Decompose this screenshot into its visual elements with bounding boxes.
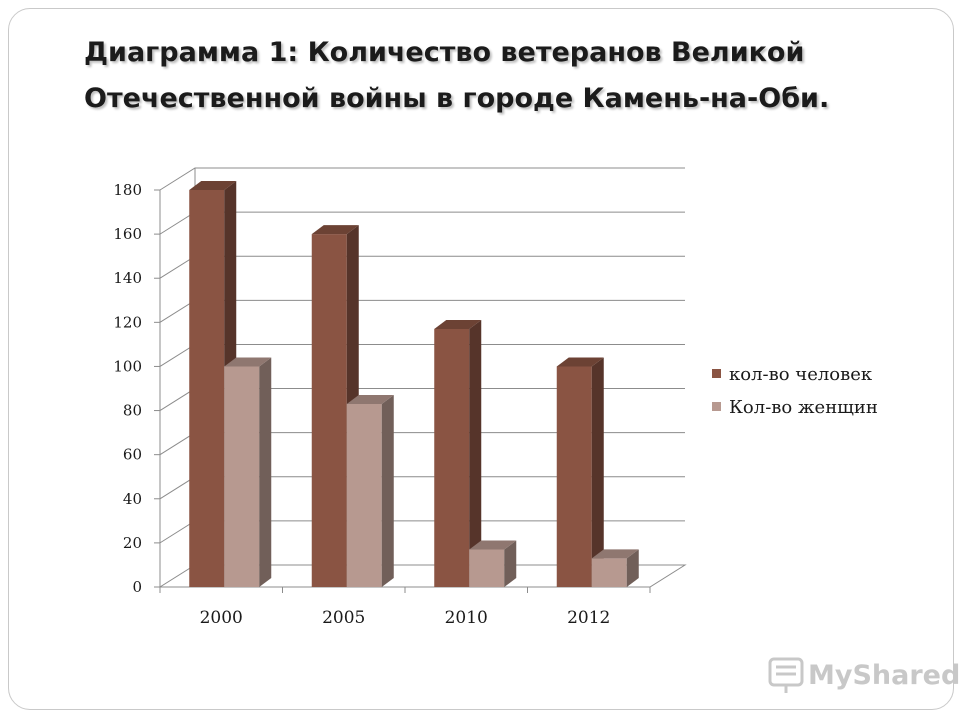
watermark-text: MyShared xyxy=(808,660,960,691)
bar xyxy=(556,357,604,587)
legend-swatch xyxy=(712,369,721,378)
bar-top xyxy=(556,357,604,367)
bar-side xyxy=(591,357,604,587)
bar-front xyxy=(591,558,627,587)
gridline xyxy=(159,299,685,323)
chart-legend: кол-во человек Кол-во женщин xyxy=(712,364,878,418)
watermark: MyShared xyxy=(768,657,960,693)
bar-side xyxy=(259,357,272,587)
bar-top xyxy=(469,540,517,550)
bar-side xyxy=(469,319,482,587)
chart-title: Диаграмма 1: Количество ветеранов Велико… xyxy=(84,30,904,122)
bar xyxy=(434,319,482,587)
bar-side xyxy=(626,549,639,587)
watermark-icon xyxy=(768,657,804,693)
bar-front xyxy=(311,234,347,587)
bar-top xyxy=(591,549,639,559)
y-tick-label: 20 xyxy=(123,534,142,552)
y-tick-label: 100 xyxy=(113,357,142,375)
x-tick-label: 2005 xyxy=(322,608,365,628)
legend-label: Кол-во женщин xyxy=(729,397,878,418)
title-line-1: Диаграмма 1: Количество ветеранов Велико… xyxy=(84,37,805,68)
bar-front xyxy=(556,366,592,587)
gridline xyxy=(159,211,685,235)
bar xyxy=(224,357,272,587)
y-tick-label: 160 xyxy=(113,225,142,243)
y-tick-label: 60 xyxy=(123,446,142,464)
bar-front xyxy=(434,328,470,587)
title-line-2: Отечественной войны в городе Камень-на-О… xyxy=(84,83,830,114)
bar-top xyxy=(189,181,237,190)
chart-axes: 0 20 40 60 80 100 120 140 160 180 2000 2005 2010 2012 xyxy=(113,181,651,628)
legend-swatch xyxy=(712,402,721,411)
bar-front xyxy=(469,549,505,587)
bar xyxy=(469,540,517,587)
bar-front xyxy=(346,403,382,587)
chart-bars xyxy=(189,181,639,587)
x-tick-label: 2012 xyxy=(567,608,610,628)
bar-front xyxy=(224,366,260,587)
y-tick-label: 80 xyxy=(123,402,142,420)
bar-top xyxy=(311,225,359,235)
y-tick-label: 140 xyxy=(113,269,142,287)
bar-top xyxy=(346,394,394,404)
bar xyxy=(346,394,394,587)
x-tick-label: 2010 xyxy=(445,608,488,628)
bar xyxy=(311,225,359,587)
bar-side xyxy=(381,394,394,587)
y-tick-label: 180 xyxy=(113,181,142,199)
x-tick-label: 2000 xyxy=(200,608,243,628)
legend-label: кол-во человек xyxy=(729,364,873,385)
bar-top xyxy=(434,319,482,329)
bar-top xyxy=(224,357,272,367)
gridline xyxy=(159,167,685,191)
y-tick-label: 0 xyxy=(132,578,142,596)
bar-side xyxy=(504,540,517,587)
y-tick-label: 40 xyxy=(123,490,142,508)
y-tick-label: 120 xyxy=(113,313,142,331)
bar-front xyxy=(189,190,225,587)
gridline xyxy=(159,255,685,279)
bar xyxy=(591,549,639,587)
